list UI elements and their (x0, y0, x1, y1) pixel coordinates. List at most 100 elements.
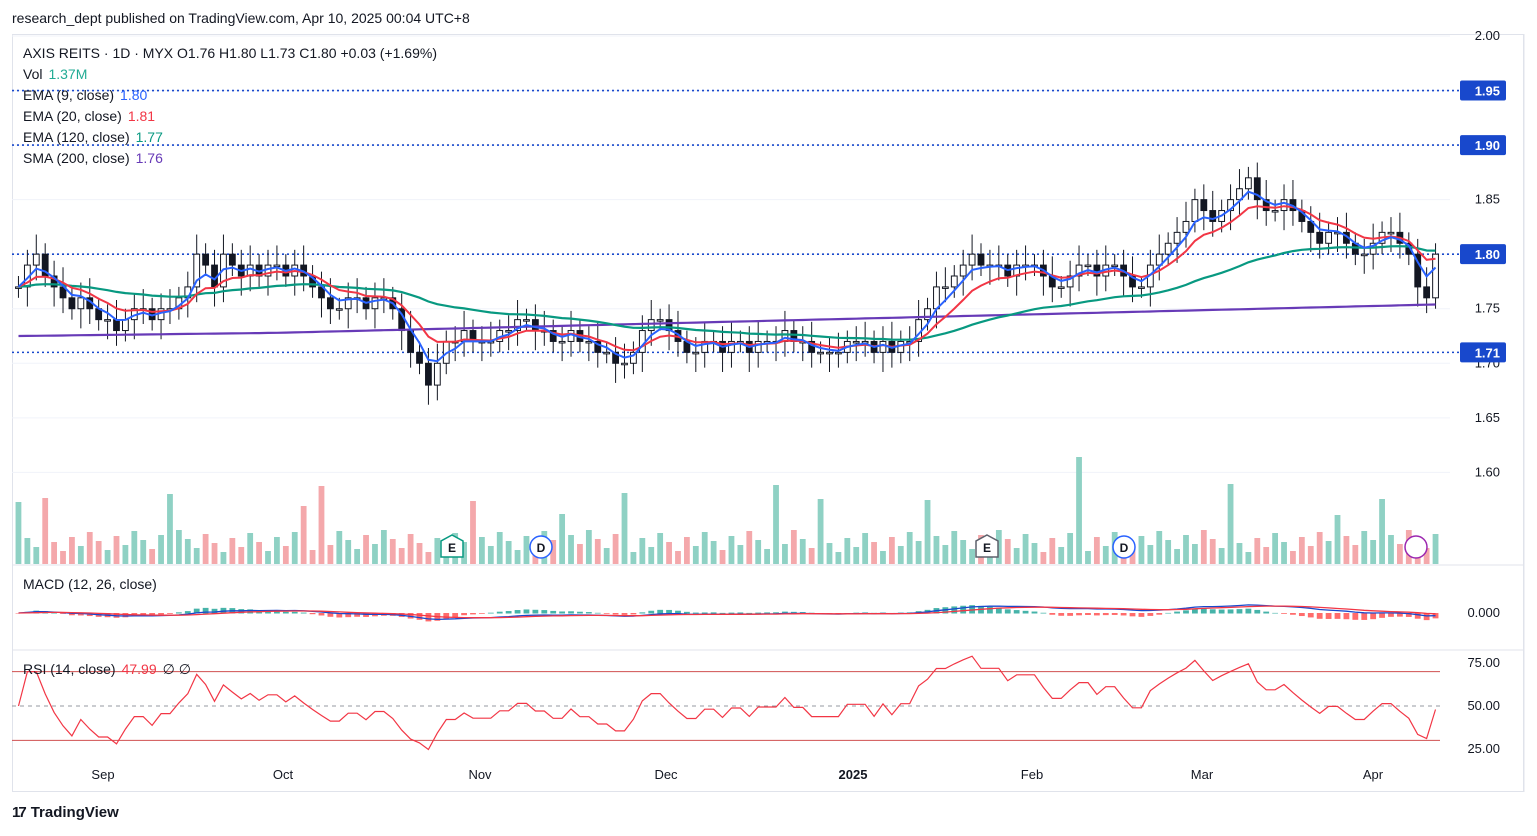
volume-legend[interactable]: Vol 1.37M (23, 66, 87, 82)
volume-bar (354, 549, 361, 564)
symbol-legend[interactable]: AXIS REITS · 1D · MYX O1.76 H1.80 L1.73 … (23, 45, 437, 61)
macd-histogram-bar (1093, 613, 1100, 616)
volume-bar (1192, 544, 1198, 564)
volume-bar (666, 542, 672, 564)
publisher-line: research_dept published on TradingView.c… (12, 10, 470, 26)
macd-histogram-bar (577, 611, 583, 614)
tradingview-brand[interactable]: 17 TradingView (12, 804, 119, 821)
rsi-line (17, 655, 1437, 751)
ema20-legend[interactable]: EMA (20, close) 1.81 (23, 108, 155, 124)
candle-up (754, 340, 762, 353)
volume-bar (425, 552, 432, 564)
price-level-label: 1.95 (1475, 84, 1500, 99)
volume-bar (612, 534, 619, 564)
volume-bar (853, 547, 860, 564)
volume-bar (808, 548, 815, 564)
volume-bar (782, 544, 788, 564)
y-tick-label: 1.60 (1475, 464, 1500, 479)
macd-histogram-bar (1281, 613, 1287, 614)
macd-histogram-bar (612, 613, 619, 615)
ema120-legend[interactable]: EMA (120, close) 1.77 (23, 129, 163, 145)
candle-up (77, 297, 85, 310)
volume-bar (345, 540, 352, 564)
macd-histogram-bar (300, 612, 307, 614)
macd-zero-label: 0.000 (1467, 605, 1500, 620)
macd-histogram-bar (1325, 613, 1332, 619)
x-tick-label: 2025 (839, 767, 868, 782)
volume-bar (238, 547, 245, 564)
volume-bar (790, 530, 797, 564)
candle-up (433, 362, 441, 386)
volume-bar (1209, 539, 1216, 564)
volume-bar (1022, 534, 1029, 564)
rsi-extra: ∅ ∅ (162, 661, 191, 677)
y-tick-label: 1.75 (1475, 301, 1500, 316)
candle-up (950, 275, 958, 288)
candle-up (1244, 177, 1252, 190)
macd-histogram-bar (1263, 611, 1270, 614)
volume-bar (1272, 533, 1279, 564)
sma200-legend[interactable]: SMA (200, close) 1.76 (23, 150, 163, 166)
volume-bar (131, 531, 138, 564)
volume-bar (826, 543, 833, 564)
volume-bar (1290, 551, 1296, 564)
macd-histogram-bar (1290, 613, 1296, 615)
macd-histogram-bar (1245, 608, 1252, 614)
volume-bar (817, 499, 824, 564)
volume-bar (675, 551, 681, 564)
x-tick-label: Oct (273, 767, 294, 782)
volume-bar (568, 535, 574, 564)
volume-bar (487, 546, 494, 564)
brand-label: TradingView (30, 804, 119, 821)
candle-up (1155, 253, 1163, 266)
volume-bar (1174, 549, 1180, 564)
x-tick-label: Nov (468, 767, 492, 782)
macd-histogram-bar (443, 613, 450, 619)
volume-bar (434, 538, 441, 564)
macd-histogram-bar (755, 612, 762, 614)
candle-up (647, 319, 655, 332)
rsi-label: RSI (14, close) (23, 661, 116, 677)
volume-bar (746, 531, 753, 564)
macd-histogram-bar (585, 612, 592, 614)
candle-down (228, 253, 236, 266)
volume-bar (33, 547, 40, 564)
rsi-legend[interactable]: RSI (14, close) 47.99 ∅ ∅ (23, 661, 191, 678)
rsi-tick-label: 50.00 (1467, 698, 1500, 713)
signal-line (18, 605, 1436, 619)
y-tick-label: 2.00 (1475, 28, 1500, 43)
volume-bar (1067, 533, 1074, 564)
volume-bar (1031, 543, 1038, 564)
y-tick-label: 1.65 (1475, 410, 1500, 425)
volume-bar (710, 541, 717, 564)
volume-bar (265, 551, 271, 564)
volume-bar (1316, 532, 1323, 564)
volume-bar (1361, 531, 1368, 564)
macd-histogram-bar (202, 607, 209, 614)
volume-bar (167, 494, 173, 564)
macd-legend[interactable]: MACD (12, 26, close) (23, 576, 157, 592)
volume-bar (69, 537, 75, 564)
candle-up (1280, 199, 1288, 212)
volume-bar (1254, 538, 1261, 564)
candle-down (425, 362, 432, 386)
volume-bar (924, 500, 931, 564)
macd-histogram-bar (193, 608, 200, 614)
candle-up (692, 351, 700, 355)
candle-up (514, 319, 521, 332)
price-level-tag (1460, 80, 1506, 101)
volume-bar (479, 537, 485, 564)
candle-up (817, 351, 824, 355)
macd-histogram-bar (541, 610, 548, 614)
ema9-legend[interactable]: EMA (9, close) 1.80 (23, 87, 147, 103)
macd-histogram-bar (158, 613, 164, 615)
candle-down (1262, 199, 1270, 212)
volume-bar (719, 550, 726, 564)
sma200-value: 1.76 (135, 150, 163, 166)
macd-histogram-bar (1120, 613, 1127, 616)
volume-bar (60, 551, 66, 564)
macd-histogram-bar (514, 610, 521, 614)
macd-histogram-bar (1209, 609, 1216, 614)
candle-up (968, 253, 976, 266)
